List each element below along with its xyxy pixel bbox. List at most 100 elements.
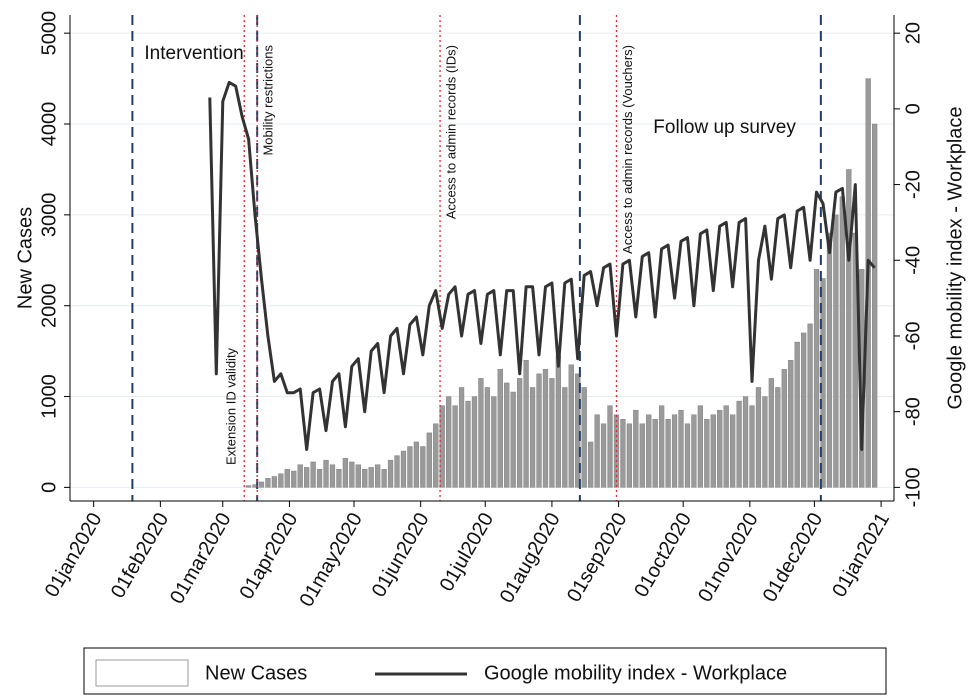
bar: [258, 481, 265, 488]
bar: [755, 387, 762, 488]
y-axis-label: New Cases: [14, 207, 36, 309]
bar: [433, 423, 439, 488]
annotation-label: Access to admin records (Vouchers): [620, 45, 635, 254]
bar: [291, 470, 297, 488]
y-tick-label: 1000: [38, 374, 60, 419]
y2-tick-label: 0: [902, 103, 924, 114]
bar: [426, 432, 432, 488]
bar: [555, 355, 561, 488]
bar: [807, 323, 813, 488]
bar: [381, 469, 387, 488]
bar: [497, 369, 503, 488]
bar: [420, 446, 426, 488]
y2-tick-label: -60: [902, 322, 924, 351]
bar: [284, 469, 290, 488]
bar: [336, 469, 342, 488]
bar: [626, 423, 632, 488]
bar: [813, 269, 820, 488]
y-tick-label: 3000: [38, 193, 60, 238]
bar: [846, 169, 852, 488]
bar: [355, 464, 361, 488]
bar: [575, 373, 581, 488]
bar: [730, 414, 736, 488]
bar: [362, 469, 368, 488]
y2-tick-label: -100: [902, 467, 924, 507]
line: [208, 80, 876, 451]
y-tick-label: 4000: [38, 102, 60, 146]
y2-tick-label: -80: [902, 397, 924, 426]
bar: [549, 378, 555, 488]
bar: [588, 441, 594, 488]
bar: [581, 387, 587, 488]
bar: [620, 419, 626, 488]
bar: [872, 123, 878, 488]
bar: [607, 405, 613, 488]
bar: [594, 414, 600, 488]
bar: [646, 414, 652, 488]
bar: [446, 396, 452, 488]
annotation-label: Access to admin records (IDs): [443, 45, 458, 219]
bar: [458, 387, 465, 488]
bar: [265, 478, 271, 488]
bar: [568, 364, 574, 488]
bar: [788, 359, 794, 488]
bar: [400, 450, 407, 488]
bar: [801, 332, 807, 488]
bar: [342, 458, 349, 488]
legend-label: Google mobility index - Workplace: [484, 662, 787, 684]
bar: [781, 369, 787, 488]
bar: [471, 396, 478, 488]
bar: [820, 278, 826, 488]
bar: [639, 423, 645, 488]
bar: [529, 387, 536, 488]
bar: [394, 455, 400, 488]
bar: [387, 459, 394, 488]
bar: [691, 414, 697, 488]
bar: [465, 400, 471, 488]
bar: [633, 409, 639, 488]
bar: [775, 387, 781, 488]
bar: [742, 396, 749, 488]
bar: [659, 405, 665, 488]
bar: [310, 461, 316, 488]
y-tick-label: 5000: [38, 11, 60, 56]
bar: [245, 485, 252, 488]
bar: [665, 419, 671, 488]
bar: [316, 469, 323, 488]
bar: [407, 446, 413, 488]
legend-box: [83, 647, 887, 695]
annotation-label: Extension ID validity: [224, 347, 239, 465]
bar: [271, 476, 278, 488]
y-tick-label: 0: [38, 482, 60, 493]
bar: [723, 405, 729, 488]
bar: [704, 419, 710, 488]
annotation-label: Follow up survey: [653, 117, 796, 138]
bar: [768, 378, 774, 488]
bar: [652, 419, 658, 488]
bar: [478, 378, 484, 488]
bar: [304, 467, 310, 488]
bar: [762, 396, 768, 488]
bar: [375, 464, 381, 488]
bar: [368, 467, 374, 488]
bar: [600, 423, 607, 488]
bar: [349, 461, 355, 488]
bar: [536, 373, 542, 488]
bar: [678, 409, 684, 488]
bar: [523, 359, 529, 488]
bar: [839, 196, 845, 488]
bar: [491, 396, 497, 488]
bar: [542, 369, 549, 488]
bar: [671, 414, 678, 488]
bar: [297, 464, 303, 488]
bar: [484, 387, 490, 488]
bar: [736, 400, 742, 488]
bar: [517, 378, 523, 488]
legend-swatch: [95, 659, 189, 687]
bar: [510, 391, 516, 488]
y2-tick-label: -40: [902, 246, 924, 275]
bar: [452, 405, 458, 488]
bar: [833, 214, 839, 488]
